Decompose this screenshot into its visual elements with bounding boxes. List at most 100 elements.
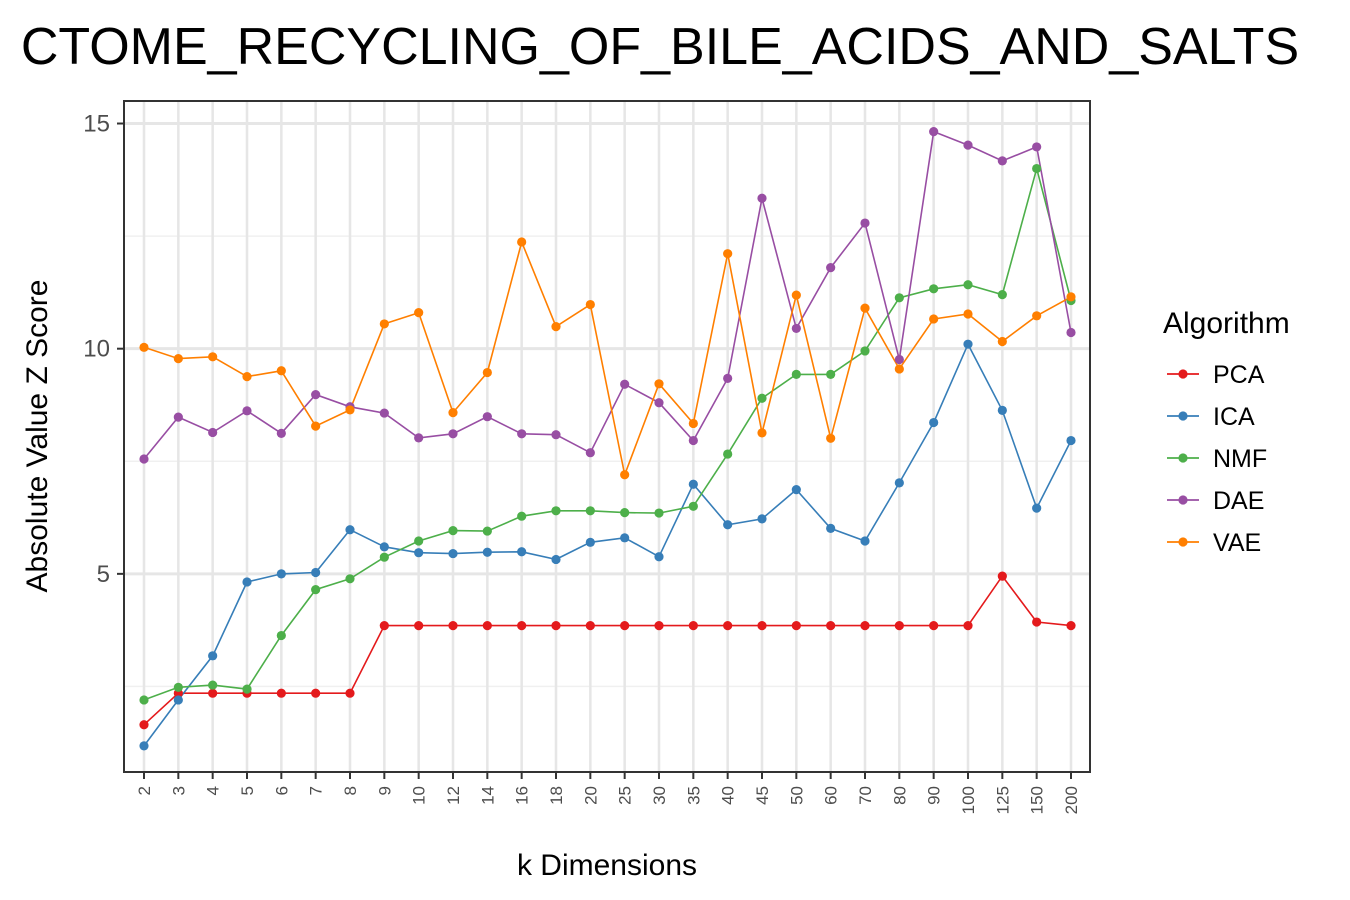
data-point-dae bbox=[414, 433, 424, 443]
data-point-nmf bbox=[826, 369, 836, 379]
x-tick-label: 70 bbox=[856, 786, 875, 805]
legend-label: VAE bbox=[1213, 529, 1261, 557]
data-point-pca bbox=[791, 621, 801, 631]
x-axis-title: k Dimensions bbox=[517, 849, 697, 882]
y-axis-title: Absolute Value Z Score bbox=[21, 280, 54, 593]
data-point-pca bbox=[482, 621, 492, 631]
data-point-vae bbox=[929, 314, 939, 324]
data-point-ica bbox=[860, 536, 870, 546]
data-point-pca bbox=[757, 621, 767, 631]
data-point-ica bbox=[791, 485, 801, 495]
data-point-ica bbox=[448, 548, 458, 559]
x-tick-label: 14 bbox=[478, 786, 497, 805]
data-point-dae bbox=[139, 454, 149, 464]
plot-frame bbox=[123, 100, 1091, 773]
data-point-dae bbox=[551, 430, 561, 440]
data-point-dae bbox=[379, 408, 389, 418]
legend: Algorithm PCA ICA NMF DAE VAE bbox=[1163, 307, 1290, 557]
data-point-nmf bbox=[551, 506, 561, 516]
x-tick-label: 6 bbox=[272, 786, 291, 795]
data-point-nmf bbox=[757, 393, 767, 403]
data-point-nmf bbox=[929, 284, 939, 294]
data-point-vae bbox=[963, 309, 973, 319]
series-line-nmf bbox=[143, 165, 1072, 701]
data-point-ica bbox=[585, 537, 595, 547]
data-point-ica bbox=[242, 577, 252, 587]
data-point-vae bbox=[517, 237, 527, 247]
plot-panel bbox=[124, 101, 1090, 772]
data-point-pca bbox=[723, 621, 733, 631]
x-tick-label: 8 bbox=[341, 786, 360, 795]
data-point-dae bbox=[173, 412, 183, 422]
data-point-vae bbox=[826, 433, 836, 443]
legend-key-point bbox=[1178, 411, 1188, 421]
series-lines bbox=[143, 130, 1072, 747]
data-point-pca bbox=[139, 720, 149, 730]
data-point-ica bbox=[1032, 503, 1042, 513]
x-tick-label: 100 bbox=[959, 786, 978, 814]
data-point-dae bbox=[311, 390, 321, 400]
data-point-ica bbox=[894, 478, 904, 488]
y-axis: 5 10 15 bbox=[83, 111, 124, 588]
data-point-ica bbox=[997, 405, 1007, 415]
data-point-ica bbox=[1066, 435, 1076, 446]
data-point-dae bbox=[482, 412, 492, 422]
data-point-ica bbox=[517, 547, 527, 557]
x-tick-label: 7 bbox=[307, 786, 326, 795]
data-point-dae bbox=[242, 406, 252, 416]
data-point-nmf bbox=[654, 508, 664, 518]
data-point-ica bbox=[345, 525, 355, 535]
data-point-vae bbox=[997, 336, 1007, 347]
data-point-vae bbox=[345, 405, 355, 415]
data-point-ica bbox=[826, 523, 836, 533]
data-point-nmf bbox=[379, 552, 389, 562]
x-tick-label: 30 bbox=[650, 786, 669, 805]
data-point-nmf bbox=[963, 280, 973, 290]
data-point-dae bbox=[620, 379, 630, 389]
data-point-nmf bbox=[585, 506, 595, 516]
data-point-ica bbox=[620, 533, 630, 543]
x-tick-label: 35 bbox=[684, 786, 703, 805]
data-point-ica bbox=[414, 548, 424, 558]
x-tick-label: 60 bbox=[822, 786, 841, 805]
legend-label: NMF bbox=[1213, 445, 1267, 473]
data-point-vae bbox=[173, 353, 183, 364]
series-points bbox=[139, 127, 1076, 751]
data-point-ica bbox=[208, 651, 218, 661]
data-point-ica bbox=[311, 567, 321, 578]
data-point-vae bbox=[791, 290, 801, 300]
data-point-vae bbox=[208, 352, 218, 362]
data-point-dae bbox=[757, 193, 767, 203]
legend-item-vae: VAE bbox=[1167, 529, 1261, 557]
data-point-nmf bbox=[860, 346, 870, 356]
data-point-dae bbox=[517, 429, 527, 439]
data-point-vae bbox=[620, 470, 630, 480]
x-tick-label: 90 bbox=[925, 786, 944, 805]
data-point-nmf bbox=[311, 585, 321, 595]
data-point-pca bbox=[551, 621, 561, 631]
data-point-vae bbox=[311, 421, 321, 431]
data-point-pca bbox=[654, 621, 664, 631]
legend-title: Algorithm bbox=[1163, 307, 1290, 340]
x-tick-label: 12 bbox=[444, 786, 463, 805]
legend-key-point bbox=[1178, 453, 1188, 463]
data-point-nmf bbox=[1032, 163, 1042, 174]
data-point-vae bbox=[276, 366, 286, 376]
data-point-vae bbox=[1066, 292, 1076, 302]
data-point-nmf bbox=[242, 684, 252, 694]
data-point-dae bbox=[448, 429, 458, 439]
series-line-vae bbox=[143, 239, 1072, 478]
data-point-pca bbox=[997, 571, 1007, 581]
data-point-ica bbox=[723, 520, 733, 530]
data-point-pca bbox=[414, 621, 424, 631]
data-point-vae bbox=[1032, 311, 1042, 321]
data-point-dae bbox=[276, 428, 286, 438]
data-point-nmf bbox=[723, 449, 733, 459]
data-point-pca bbox=[517, 621, 527, 631]
x-tick-label: 4 bbox=[204, 786, 223, 795]
chart-title: CTOME_RECYCLING_OF_BILE_ACIDS_AND_SALTS bbox=[21, 18, 1299, 76]
data-point-dae bbox=[791, 323, 801, 334]
x-tick-label: 40 bbox=[719, 786, 738, 805]
data-point-ica bbox=[482, 547, 492, 557]
data-point-vae bbox=[688, 418, 698, 429]
